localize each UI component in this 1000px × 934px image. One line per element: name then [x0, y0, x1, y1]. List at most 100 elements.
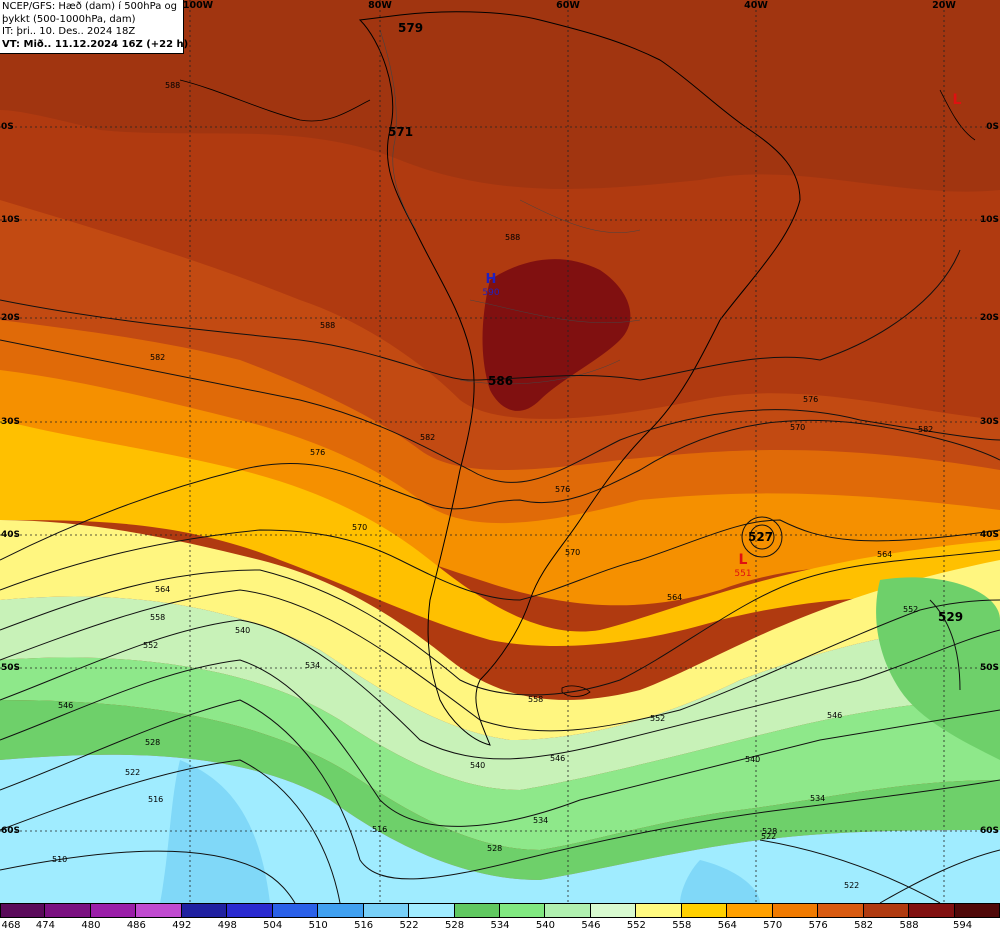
colorbar-tick-label: 498	[217, 920, 237, 931]
contour-label: 582	[918, 425, 933, 434]
colorbar-swatch	[409, 903, 455, 918]
lat-label-40s-right: 40S	[979, 530, 999, 540]
colorbar-swatch	[45, 903, 91, 918]
contour-label: 564	[877, 550, 892, 559]
colorbar-tick-label: 468	[1, 920, 21, 931]
lat-label-60s-right: 60S	[979, 826, 999, 836]
contour-label: 540	[235, 626, 250, 635]
colorbar-swatch	[318, 903, 364, 918]
contour-label: 529	[938, 610, 963, 624]
lat-label-20s: 20S	[1, 313, 21, 323]
colorbar-swatch	[0, 903, 46, 918]
colorbar-legend: 468 474 480 486 492 498 504 510 516 522 528 534 540 5…	[0, 903, 1000, 934]
forecast-info-box: NCEP/GFS: Hæð (dam) í 500hPa og þykkt (5…	[0, 0, 189, 54]
contour-label: 546	[58, 701, 73, 710]
colorbar-tick-label: 594	[952, 920, 973, 931]
contour-label: 552	[903, 605, 918, 614]
valid-time: VT: Mið.. 11.12.2024 16Z (+22 h)	[2, 38, 189, 50]
lat-label-10s-right: 10S	[979, 215, 999, 225]
colorbar-tick-label: 492	[172, 920, 192, 931]
lat-label-0s: 0S	[1, 122, 14, 132]
contour-label: 522	[844, 881, 859, 890]
colorbar-swatch	[545, 903, 591, 918]
colorbar-tick-label: 570	[763, 920, 783, 931]
contour-label: 534	[810, 794, 825, 803]
contour-label: 528	[762, 827, 777, 836]
colorbar-swatch	[454, 903, 500, 918]
lat-label-20s-right: 20S	[979, 313, 999, 323]
colorbar-tick-label: 474	[35, 920, 55, 931]
colorbar-tick-label: 510	[308, 920, 328, 931]
lon-label-80w: 80W	[368, 0, 392, 11]
colorbar-tick-label: 534	[490, 920, 510, 931]
contour-label: 546	[550, 754, 565, 763]
colorbar-tick-label: 552	[626, 920, 646, 931]
colorbar-swatch	[863, 903, 910, 918]
contour-label: 540	[745, 755, 760, 764]
colorbar-tick-label: 486	[126, 920, 146, 931]
contour-label: 586	[488, 374, 513, 388]
lat-label-30s: 30S	[1, 417, 21, 427]
lat-label-50s: 50S	[1, 663, 21, 673]
colorbar-tick-label: 588	[899, 920, 919, 931]
contour-label: 558	[150, 613, 165, 622]
contour-label: 534	[305, 661, 320, 670]
colorbar-swatch	[590, 903, 637, 918]
contour-label: 576	[555, 485, 570, 494]
lon-label-20w: 20W	[932, 0, 956, 11]
contour-label: 588	[505, 233, 520, 242]
colorbar-tick-label: 540	[535, 920, 555, 931]
contour-label: 576	[803, 395, 818, 404]
contour-label: 558	[528, 695, 543, 704]
colorbar-swatch	[363, 903, 410, 918]
lat-label-60s: 60S	[1, 826, 21, 836]
colorbar-tick-label: 516	[354, 920, 374, 931]
colorbar-swatch	[272, 903, 319, 918]
colorbar-tick-label: 582	[854, 920, 874, 931]
colorbar-swatch	[136, 903, 182, 918]
lon-label-100w: 100W	[182, 0, 214, 11]
colorbar-tick-label: 522	[399, 920, 419, 931]
lon-label-60w: 60W	[556, 0, 580, 11]
contour-label: 540	[470, 761, 485, 770]
colorbar-swatch	[90, 903, 137, 918]
lon-label-40w: 40W	[744, 0, 768, 11]
contour-label: 528	[145, 738, 160, 747]
colorbar-tick-label: 558	[672, 920, 692, 931]
colorbar-tick-label: 480	[81, 920, 101, 931]
initial-time: IT: þri.. 10. Des.. 2024 18Z	[2, 26, 136, 37]
lat-label-30s-right: 30S	[979, 417, 999, 427]
high-value: 590	[482, 288, 499, 298]
contour-label: 588	[165, 81, 180, 90]
contour-label: 516	[372, 825, 387, 834]
contour-label: 534	[533, 816, 548, 825]
colorbar-swatch	[818, 903, 864, 918]
colorbar-swatch	[181, 903, 228, 918]
colorbar-tick-label: 546	[581, 920, 601, 931]
contour-label: 522	[125, 768, 140, 777]
colorbar-tick-label: 528	[444, 920, 465, 931]
thickness-label: þykkt (500-1000hPa, dam)	[2, 13, 136, 25]
colorbar-tick-label: 564	[717, 920, 737, 931]
colorbar-swatch	[500, 903, 546, 918]
contour-label: 552	[650, 714, 665, 723]
contour-label: 546	[827, 711, 842, 720]
contour-label: 510	[52, 855, 67, 864]
lat-label-40s: 40S	[1, 530, 21, 540]
colorbar-tick-label: 576	[808, 920, 828, 931]
contour-label: 570	[352, 523, 367, 532]
contour-label: 570	[565, 548, 580, 557]
lat-label-10s: 10S	[1, 215, 21, 225]
contour-label: 528	[487, 844, 502, 853]
model-title: NCEP/GFS: Hæð (dam) í 500hPa og	[2, 1, 177, 12]
contour-label: 527	[748, 530, 773, 544]
weather-map: H 590 L 551 L 579 571 588 588 588 582 58…	[0, 0, 1000, 903]
colorbar-swatch	[681, 903, 728, 918]
contour-label: 579	[398, 21, 423, 35]
contour-label: 582	[420, 433, 435, 442]
colorbar-tick-label: 504	[263, 920, 283, 931]
svg-text:L: L	[953, 92, 962, 108]
contour-label: 582	[150, 353, 165, 362]
contour-label: 516	[148, 795, 163, 804]
contour-label: 552	[143, 641, 158, 650]
